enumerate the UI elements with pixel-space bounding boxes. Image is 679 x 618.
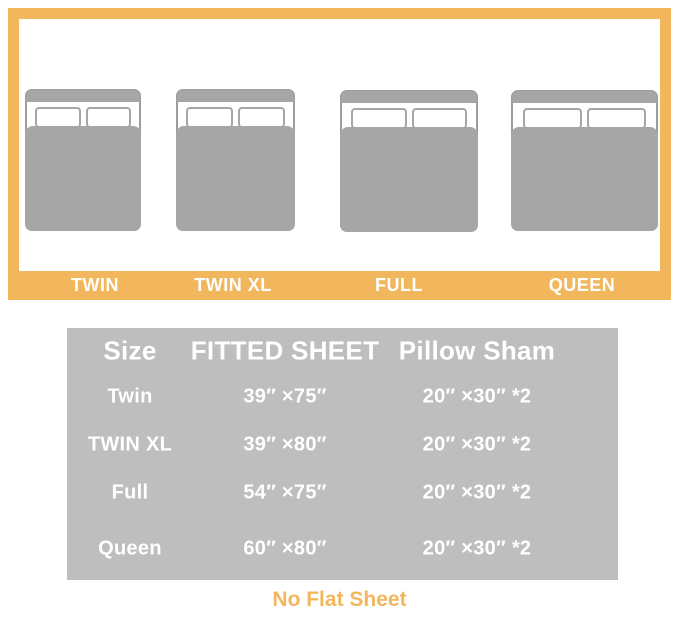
- bed-size-label-queen: QUEEN: [548, 275, 616, 295]
- bed-size-label-twin-xl: TWIN XL: [194, 275, 272, 295]
- table-header-row: Size FITTED SHEET Pillow Sham: [67, 328, 618, 373]
- column-header-pillow-sham: Pillow Sham: [398, 335, 556, 365]
- table-row: Full 54″ ×75″ 20″ ×30″ *2: [67, 469, 618, 517]
- fitted-sheet-value: 39″ ×75″: [243, 385, 327, 408]
- bed-illustration-twin-xl: [176, 89, 295, 231]
- bed-pillow-row: [351, 108, 467, 129]
- bed-pillow-row: [34, 107, 132, 128]
- bed-headboard: [177, 90, 294, 102]
- bed-size-label-twin: TWIN: [71, 275, 119, 295]
- table-row: Twin 39″ ×75″ 20″ ×30″ *2: [67, 373, 618, 421]
- bed-headboard: [341, 91, 477, 103]
- bed-size-label-full: FULL: [375, 275, 423, 295]
- bed-pillow-right: [85, 107, 132, 128]
- bed-pillow-right: [411, 108, 467, 129]
- size-value: Full: [111, 481, 149, 504]
- pillow-sham-value: 20″ ×30″ *2: [422, 433, 532, 456]
- bed-pillow-right: [587, 108, 646, 129]
- bed-pillow-row: [523, 108, 646, 129]
- bed-mattress: [176, 126, 295, 231]
- bed-illustration-queen: [511, 90, 658, 231]
- bed-pillow-left: [186, 107, 233, 128]
- size-dimensions-table: Size FITTED SHEET Pillow Sham Twin 39″ ×…: [67, 328, 618, 580]
- bed-pillow-row: [186, 107, 285, 128]
- size-value: Twin: [107, 385, 153, 408]
- bed-pillow-left: [351, 108, 407, 129]
- bed-mattress: [25, 126, 141, 231]
- table-row: Queen 60″ ×80″ 20″ ×30″ *2: [67, 517, 618, 580]
- bed-headboard: [26, 90, 140, 102]
- fitted-sheet-value: 54″ ×75″: [243, 481, 327, 504]
- fitted-sheet-value: 60″ ×80″: [243, 537, 327, 559]
- bed-pillow-right: [238, 107, 285, 128]
- bed-illustration-full: [340, 90, 478, 232]
- bed-illustration-frame: TWIN TWIN XL FULL QUEEN: [8, 8, 671, 300]
- table-row: TWIN XL 39″ ×80″ 20″ ×30″ *2: [67, 421, 618, 469]
- bed-headboard: [512, 91, 657, 103]
- column-header-size: Size: [103, 335, 157, 365]
- column-header-fitted-sheet: FITTED SHEET: [190, 335, 380, 365]
- bed-illustration-canvas: [19, 19, 660, 271]
- bed-mattress: [340, 127, 478, 232]
- size-value: TWIN XL: [87, 433, 173, 456]
- bed-illustration-twin: [25, 89, 141, 231]
- size-value: Queen: [98, 537, 162, 559]
- bed-pillow-left: [34, 107, 81, 128]
- bed-pillow-left: [523, 108, 582, 129]
- pillow-sham-value: 20″ ×30″ *2: [422, 481, 532, 504]
- fitted-sheet-value: 39″ ×80″: [243, 433, 327, 456]
- no-flat-sheet-note: No Flat Sheet: [272, 588, 407, 611]
- pillow-sham-value: 20″ ×30″ *2: [422, 385, 532, 408]
- bed-mattress: [511, 127, 658, 231]
- pillow-sham-value: 20″ ×30″ *2: [422, 537, 532, 559]
